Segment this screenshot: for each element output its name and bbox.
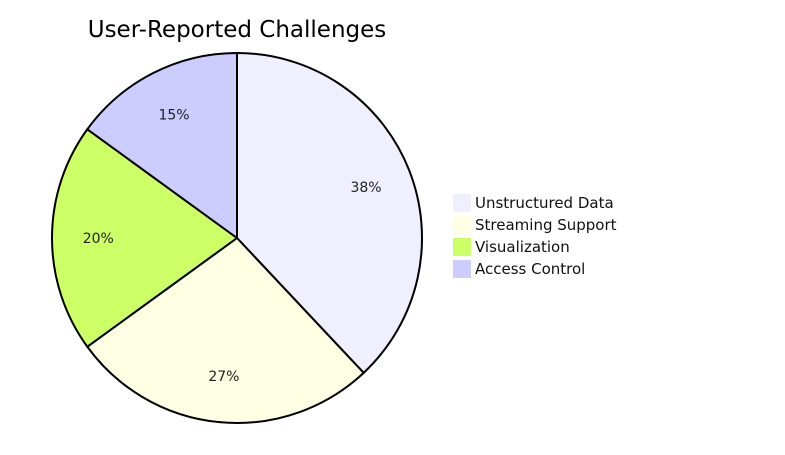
- pie-slices: [51, 51, 423, 424]
- legend-label: Unstructured Data: [475, 194, 614, 212]
- pie-slice-access-control: [85, 51, 238, 240]
- pie-slice-labels: 38% 27% 20% 15%: [83, 107, 382, 385]
- slice-label: 27%: [208, 369, 239, 385]
- pie-slice-visualization: [51, 127, 239, 349]
- legend-swatch: [453, 238, 471, 256]
- slice-label: 20%: [83, 231, 114, 247]
- legend-swatch: [453, 216, 471, 234]
- legend: Unstructured Data Streaming Support Visual…: [453, 194, 617, 278]
- legend-label: Visualization: [475, 238, 570, 256]
- chart-title: User-Reported Challenges: [88, 17, 387, 43]
- legend-swatch: [453, 194, 471, 212]
- pie-slice-unstructured-data: [236, 51, 423, 375]
- slice-label: 15%: [158, 107, 189, 123]
- legend-label: Streaming Support: [475, 216, 617, 234]
- legend-label: Access Control: [475, 260, 585, 278]
- slice-label: 38%: [350, 180, 381, 196]
- pie-slice-streaming-support: [85, 236, 366, 424]
- legend-swatch: [453, 260, 471, 278]
